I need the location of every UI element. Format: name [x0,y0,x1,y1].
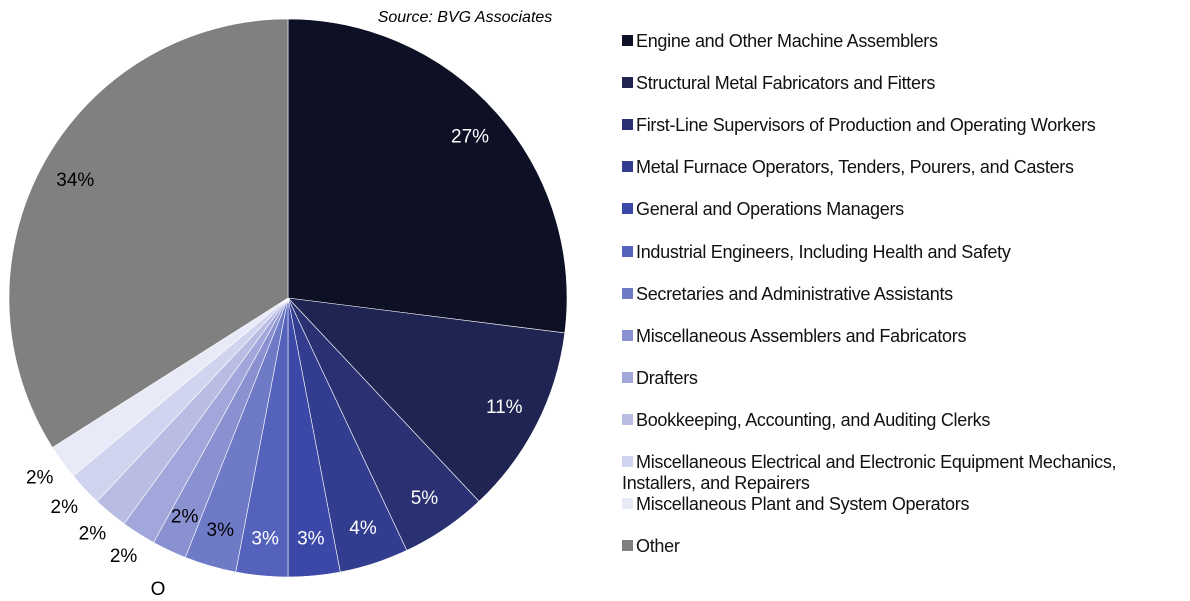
legend-swatch [622,203,633,215]
data-label: 2% [110,546,138,567]
legend-item: Miscellaneous Electrical and Electronic … [622,452,1182,494]
annotation: O [151,579,166,600]
legend-item: Secretaries and Administrative Assistant… [622,284,1182,305]
legend-item: Bookkeeping, Accounting, and Auditing Cl… [622,410,1182,431]
legend-label: Metal Furnace Operators, Tenders, Pourer… [636,157,1074,178]
legend-item: Miscellaneous Assemblers and Fabricators [622,326,1182,347]
pie-slice [287,18,568,334]
legend-item: Metal Furnace Operators, Tenders, Pourer… [622,157,1182,178]
legend-item: General and Operations Managers [622,199,1182,220]
legend-label: Bookkeeping, Accounting, and Auditing Cl… [636,409,991,430]
pie-slice [8,18,289,448]
legend-label: Miscellaneous Plant and System Operators [636,494,970,515]
pie-chart: Source: BVG Associates O 27% 11% 5% 4% 3% 3% 3… [8,9,568,600]
source: Source: BVG Associates [378,9,553,26]
data-label: 2% [26,467,54,488]
data-label: 3% [297,529,325,550]
legend-item: Other [622,536,1182,557]
legend-label: First-Line Supervisors of Production and… [636,115,1096,136]
legend-swatch [622,35,633,46]
data-label: 3% [207,520,235,541]
legend-swatch [622,498,633,510]
data-label: 27% [451,126,489,147]
data-label: 4% [349,518,377,539]
legend-label: Miscellaneous Electrical and Electronic … [622,452,1117,493]
pie-slice [287,297,566,502]
legend-swatch [622,287,633,299]
data-label: 2% [79,523,107,544]
legend-label: Miscellaneous Assemblers and Fabricators [636,325,967,346]
legend-swatch [622,245,633,257]
legend-label: Drafters [636,367,698,388]
legend-label: General and Operations Managers [636,199,904,220]
legend-swatch [622,161,633,173]
legend-swatch [622,329,633,341]
legend-label: Industrial Engineers, Including Health a… [636,241,1011,262]
legend-label: Structural Metal Fabricators and Fitters [636,73,936,94]
data-label: 2% [171,507,199,528]
legend-item: Engine and Other Machine Assemblers [622,31,1182,52]
legend-swatch [622,540,633,552]
legend-item: Drafters [622,368,1182,389]
legend-label: Engine and Other Machine Assemblers [636,31,938,51]
legend-swatch [622,456,633,467]
data-label: 3% [251,529,279,550]
legend-swatch [622,119,633,131]
data-label: 11% [486,397,523,418]
data-label: 5% [411,488,439,509]
data-label: 2% [51,497,79,518]
legend-swatch [622,371,633,383]
data-label: 34% [56,170,94,191]
legend-item: First-Line Supervisors of Production and… [622,115,1182,136]
legend-label: Other [636,536,680,557]
legend-item: Industrial Engineers, Including Health a… [622,242,1182,263]
legend-swatch [622,413,633,425]
legend-item: Structural Metal Fabricators and Fitters [622,73,1182,94]
legend-swatch [622,77,633,89]
legend-item: Miscellaneous Plant and System Operators [622,494,1182,515]
legend-label: Secretaries and Administrative Assistant… [636,283,953,304]
